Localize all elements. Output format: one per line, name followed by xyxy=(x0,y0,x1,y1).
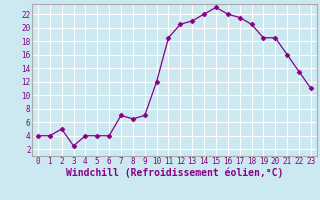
X-axis label: Windchill (Refroidissement éolien,°C): Windchill (Refroidissement éolien,°C) xyxy=(66,168,283,178)
